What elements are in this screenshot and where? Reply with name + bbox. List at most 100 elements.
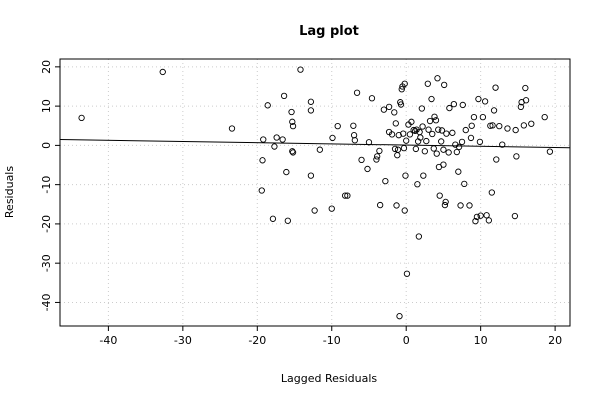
- data-point: [504, 125, 511, 132]
- data-point: [520, 122, 527, 129]
- data-point: [450, 101, 458, 108]
- data-point: [499, 141, 506, 148]
- data-point: [344, 192, 351, 199]
- data-point: [441, 81, 448, 89]
- data-point: [279, 136, 286, 143]
- data-point: [392, 120, 399, 127]
- data-point: [522, 97, 530, 104]
- data-point: [477, 212, 484, 219]
- data-point: [431, 113, 438, 120]
- chart-title: Lag plot: [299, 24, 359, 39]
- data-point: [351, 137, 358, 144]
- data-point: [393, 202, 400, 209]
- y-axis-label: Residuals: [3, 166, 16, 218]
- data-point: [512, 126, 519, 134]
- data-point: [397, 101, 405, 108]
- data-point: [440, 146, 447, 153]
- data-point: [449, 129, 456, 136]
- data-point: [522, 84, 529, 92]
- data-point: [271, 143, 278, 150]
- data-point: [473, 213, 481, 220]
- data-point: [376, 147, 383, 155]
- data-point: [289, 118, 296, 125]
- y-tick-label: 10: [40, 99, 53, 113]
- data-point: [364, 165, 371, 173]
- data-point: [388, 131, 396, 138]
- data-point: [425, 126, 432, 133]
- data-point: [430, 145, 437, 152]
- data-point: [466, 202, 473, 209]
- data-point: [487, 122, 494, 129]
- x-tick-label: 20: [548, 334, 562, 347]
- data-point: [334, 122, 341, 130]
- x-tick-label: -10: [323, 334, 341, 347]
- y-tick-label: -10: [40, 176, 53, 194]
- regression-line: [59, 138, 571, 149]
- data-point: [376, 201, 384, 209]
- data-point: [316, 146, 323, 153]
- data-point: [419, 123, 426, 130]
- data-point: [426, 117, 434, 125]
- data-point: [438, 138, 445, 145]
- data-point: [259, 157, 266, 164]
- data-point: [428, 95, 435, 103]
- data-point: [396, 313, 403, 320]
- data-point: [475, 95, 482, 103]
- data-point: [401, 80, 408, 87]
- plot-frame: [59, 58, 571, 327]
- data-point: [78, 114, 85, 122]
- data-point: [297, 66, 304, 73]
- axis-ticks: -40 -30 -20 -10 0 10 20 -40 -30 -20 -10 0 10 20: [40, 60, 562, 347]
- data-point: [467, 134, 475, 142]
- data-point: [445, 149, 452, 156]
- data-point: [373, 156, 380, 163]
- data-point: [489, 122, 496, 129]
- y-tick-label: -30: [40, 254, 53, 272]
- data-point: [541, 113, 548, 121]
- data-point: [476, 138, 484, 145]
- data-point: [329, 134, 336, 142]
- scatter-points: [78, 66, 554, 320]
- x-tick-label: -20: [248, 334, 266, 347]
- x-tick-label: 0: [403, 334, 410, 347]
- data-point: [273, 134, 280, 141]
- data-point: [280, 92, 288, 100]
- data-point: [458, 138, 466, 145]
- data-point: [443, 130, 450, 137]
- x-tick-label: -40: [99, 334, 117, 347]
- data-point: [307, 107, 315, 114]
- data-point: [288, 108, 295, 116]
- data-point: [417, 134, 424, 141]
- data-point: [289, 148, 296, 155]
- data-point: [307, 172, 315, 179]
- data-point: [446, 104, 453, 112]
- data-point: [353, 89, 361, 96]
- data-point: [403, 137, 410, 144]
- data-point: [414, 181, 421, 188]
- data-point: [382, 177, 389, 185]
- data-point: [365, 139, 373, 146]
- data-point: [441, 201, 449, 209]
- data-point: [284, 217, 291, 224]
- data-point: [398, 86, 405, 93]
- x-tick-label: 10: [474, 334, 488, 347]
- data-point: [472, 218, 479, 225]
- x-tick-label: -30: [174, 334, 192, 347]
- data-point: [394, 146, 402, 153]
- data-point: [342, 192, 349, 199]
- data-point: [429, 130, 436, 138]
- data-point: [438, 127, 446, 134]
- data-point: [260, 136, 267, 143]
- grid-lines: [60, 59, 570, 326]
- data-point: [350, 122, 357, 129]
- data-point: [493, 156, 500, 163]
- y-tick-label: 0: [40, 142, 53, 149]
- data-point: [433, 150, 440, 157]
- data-point: [528, 120, 535, 127]
- data-point: [307, 98, 315, 105]
- data-point: [455, 168, 462, 175]
- data-point: [455, 143, 463, 151]
- data-point: [496, 122, 503, 130]
- data-point: [479, 113, 487, 121]
